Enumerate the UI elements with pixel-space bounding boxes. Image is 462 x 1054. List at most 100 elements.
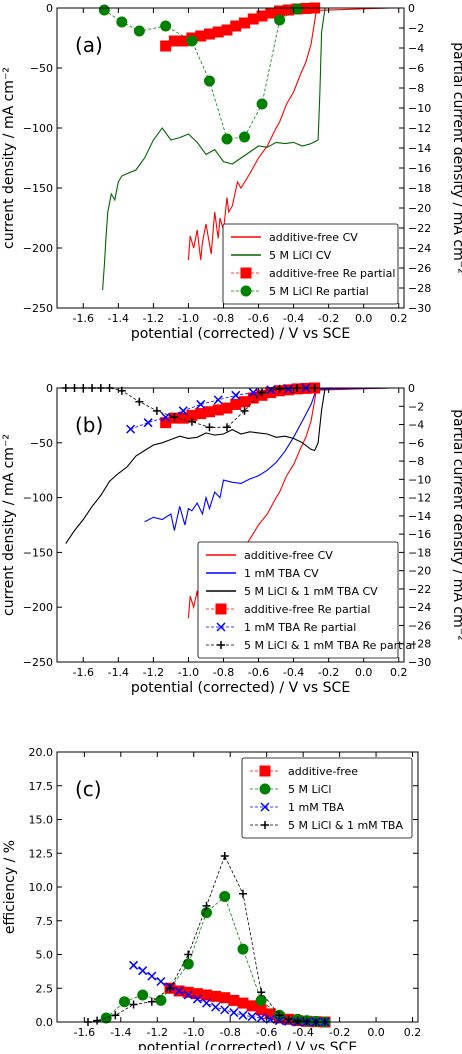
- data-point: [220, 1005, 230, 1015]
- x-tick-label: -1.6: [74, 1026, 95, 1039]
- x-tick-label: -1.4: [108, 312, 129, 325]
- data-point: [143, 418, 153, 428]
- legend-box: [197, 541, 399, 659]
- legend: additive-free 5 M LiCl 1 mM TBA 5 M LiCl & …: [241, 757, 413, 839]
- x-axis-label: potential (corrected) / V vs SCE: [138, 1040, 357, 1050]
- y-tick-label: 20.0: [29, 746, 54, 759]
- legend-label: 5 M LiCl: [288, 783, 331, 796]
- x-tick-label: 0.2: [404, 1026, 422, 1039]
- data-point: [266, 385, 276, 395]
- data-point: [129, 960, 139, 970]
- data-point: [178, 406, 188, 416]
- legend-label: 1 mM TBA: [288, 801, 344, 814]
- data-point: [229, 1008, 239, 1018]
- data-point: [174, 986, 184, 996]
- panel-label: (a): [75, 33, 103, 57]
- legend-label: additive-free Re partial: [244, 603, 370, 616]
- legend-label: additive-free: [288, 765, 358, 778]
- data-point: [191, 988, 203, 1000]
- data-point: [111, 1011, 120, 1020]
- x-axis-label: potential (corrected) / V vs SCE: [131, 326, 350, 342]
- data-point: [275, 1011, 284, 1020]
- data-point: [255, 1004, 267, 1016]
- data-point: [210, 990, 222, 1002]
- data-point: [293, 1016, 302, 1025]
- legend-label: 1 mM TBA CV: [244, 567, 319, 580]
- y2-tick-label: −24: [408, 242, 431, 255]
- legend-label: 5 M LiCl Re partial: [269, 285, 369, 298]
- plot-frame: [56, 7, 405, 309]
- y-tick-label: 0.0: [36, 1016, 54, 1029]
- legend-marker-swatch: [240, 267, 252, 279]
- chart-panel-1: -1.6 -1.4 -1.2 -1.0 -0.8 -0.6 -0.4 -0.2 0.0 0.2 0 −…: [1, 2, 462, 342]
- x-tick-label: -0.4: [283, 312, 304, 325]
- data-point: [116, 16, 128, 28]
- x-tick-label: 0.2: [390, 666, 408, 679]
- x-tick-label: -0.6: [256, 1026, 277, 1039]
- legend-marker-swatch: [261, 821, 269, 829]
- y2-tick-label: −22: [408, 222, 431, 235]
- data-point: [187, 417, 196, 426]
- y-tick-label: 0: [46, 2, 53, 15]
- data-point: [239, 131, 251, 143]
- plot-frame: [56, 387, 405, 663]
- data-point: [246, 1000, 258, 1012]
- data-point: [203, 75, 215, 87]
- legend-label: 5 M LiCl & 1 mM TBA: [288, 819, 403, 832]
- y-tick-label: −100: [23, 492, 53, 505]
- panel-label: (b): [75, 413, 103, 437]
- data-point: [147, 971, 157, 981]
- y2-tick-label: −16: [408, 528, 431, 541]
- data-point: [192, 994, 202, 1004]
- data-point: [257, 988, 266, 997]
- y2-tick-label: −2: [408, 22, 424, 35]
- x-tick-label: 0.2: [390, 312, 408, 325]
- x-tick-label: -0.2: [318, 312, 339, 325]
- series-line-2: [65, 387, 390, 544]
- y2-tick-label: −6: [408, 62, 424, 75]
- data-point: [219, 992, 231, 1004]
- data-point: [155, 994, 167, 1006]
- data-point: [133, 25, 145, 37]
- y2-tick-label: −2: [408, 400, 424, 413]
- y2-tick-label: −14: [408, 510, 431, 523]
- x-tick-label: -1.6: [73, 666, 94, 679]
- y-tick-label: −250: [23, 656, 53, 669]
- data-point: [213, 395, 223, 405]
- data-point: [238, 889, 247, 898]
- chart-panel-2: -1.6 -1.4 -1.2 -1.0 -0.8 -0.6 -0.4 -0.2 0.0 0.2 0 −…: [1, 382, 462, 696]
- x-tick-label: -0.2: [318, 666, 339, 679]
- y2-tick-label: −4: [408, 419, 424, 432]
- data-point: [231, 390, 241, 400]
- y-tick-label: −200: [23, 242, 53, 255]
- data-point: [274, 1016, 284, 1026]
- x-tick-label: 0.0: [355, 666, 373, 679]
- data-point: [98, 4, 110, 16]
- x-tick-label: -1.0: [183, 1026, 204, 1039]
- x-tick-label: -0.4: [292, 1026, 313, 1039]
- legend-label: additive-free CV: [269, 231, 358, 244]
- data-point: [220, 851, 229, 860]
- data-point: [222, 423, 231, 432]
- data-point: [138, 966, 148, 976]
- data-point: [256, 1013, 266, 1023]
- chart-panel-3: -1.6 -1.4 -1.2 -1.0 -0.8 -0.6 -0.4 -0.2 0.0 0.2 0.…: [2, 746, 422, 1054]
- data-point: [205, 423, 214, 432]
- x-tick-label: -1.2: [143, 666, 164, 679]
- x-tick-label: 0.0: [355, 312, 373, 325]
- data-point: [196, 399, 206, 409]
- data-point: [201, 989, 213, 1001]
- y2-tick-label: −26: [408, 619, 431, 632]
- data-point: [256, 98, 268, 110]
- y-tick-label: −250: [23, 302, 53, 315]
- y-tick-label: −50: [30, 62, 53, 75]
- y-axis-label: current density / mA cm⁻²: [1, 434, 17, 616]
- x-tick-label: -0.2: [329, 1026, 350, 1039]
- legend: additive-free CV 1 mM TBA CV 5 M LiCl & 1 …: [197, 541, 415, 659]
- y2-tick-label: −28: [408, 282, 431, 295]
- legend-box: [222, 223, 399, 305]
- y-tick-label: −150: [23, 182, 53, 195]
- legend-marker-swatch: [259, 783, 271, 795]
- data-point: [152, 406, 161, 415]
